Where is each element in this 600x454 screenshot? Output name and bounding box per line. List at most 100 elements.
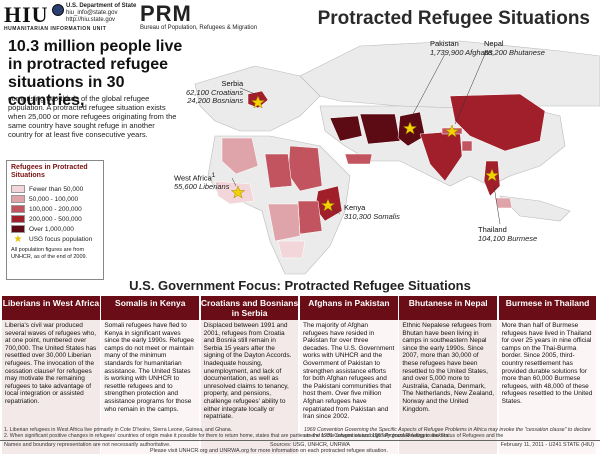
legend-rows: Fewer than 50,000 50,000 - 100,000 100,000… xyxy=(11,184,99,234)
legend-swatch xyxy=(11,195,25,203)
state-department-seal-icon xyxy=(52,4,64,16)
legend-usg-label: USG focus population xyxy=(29,235,93,243)
star-serbia-icon xyxy=(250,95,266,109)
focus-column-body: Ethnic Nepalese refugees from Bhutan hav… xyxy=(399,320,498,454)
label-west-africa-name-text: West Africa xyxy=(174,173,212,183)
sources: Sources: USG, UNHCR, UNRWA xyxy=(270,442,350,448)
label-serbia-name: Serbia xyxy=(221,79,244,88)
legend-row: 100,000 - 200,000 xyxy=(11,204,99,214)
footnotes: 1. Liberian refugees in West Africa live… xyxy=(4,427,596,439)
hiu-subtitle: HUMANITARIAN INFORMATION UNIT xyxy=(4,26,107,32)
star-nepal-icon xyxy=(444,124,460,138)
focus-title: U.S. Government Focus: Protracted Refuge… xyxy=(129,278,471,293)
legend-swatch xyxy=(11,215,25,223)
hiu-logo: HIU xyxy=(4,2,49,27)
prm-subtitle: Bureau of Population, Refugees & Migrati… xyxy=(140,25,258,31)
focus-column-body: Somali refugees have fled to Kenya in si… xyxy=(101,320,200,454)
iran-region xyxy=(359,113,401,145)
china-region xyxy=(449,93,546,152)
malaysia-region xyxy=(494,197,513,209)
focus-column-body: Liberia's civil war produced several wav… xyxy=(2,320,100,454)
label-nepal: Nepal 88,200 Bhutanese xyxy=(484,39,545,57)
legend-label: Over 1,000,000 xyxy=(29,225,74,233)
department-url[interactable]: http://hiu.state.gov xyxy=(66,17,116,23)
focus-column-heading: Somalis in Kenya xyxy=(101,296,200,320)
tanzania-region xyxy=(297,200,323,235)
legend-row: Fewer than 50,000 xyxy=(11,184,99,194)
focus-column-body: More than half of Burmese refugees have … xyxy=(498,320,597,454)
yemen-region xyxy=(344,153,373,165)
bottom-bar: Names and boundary representation are no… xyxy=(0,440,600,454)
legend-usg-row: ★ USG focus population xyxy=(11,233,99,245)
star-pakistan-icon xyxy=(402,121,418,135)
label-pakistan: Pakistan 1,739,900 Afghans xyxy=(430,39,493,57)
focus-column-body: The majority of Afghan refugees have res… xyxy=(299,320,398,454)
star-kenya-icon xyxy=(320,198,336,212)
label-serbia: Serbia 62,100 Croatians 24,200 Bosnians xyxy=(186,79,244,106)
legend-swatch xyxy=(11,185,25,193)
footnote-1: 1. Liberian refugees in West Africa live… xyxy=(4,427,233,433)
se-asia-islands xyxy=(499,195,571,222)
algeria-region xyxy=(221,137,259,175)
focus-column: Afghans in Pakistan The majority of Afgha… xyxy=(299,296,398,454)
label-kenya-name: Kenya xyxy=(344,203,366,212)
label-thailand: Thailand 104,100 Burmese xyxy=(478,225,538,243)
label-thailand-value: 104,100 Burmese xyxy=(478,233,538,243)
prm-logo: PRM xyxy=(140,1,192,26)
department-email[interactable]: hiu_info@state.gov xyxy=(66,10,118,16)
label-west-africa: West Africa1 55,600 Liberians xyxy=(174,172,229,192)
label-nepal-value: 88,200 Bhutanese xyxy=(484,47,545,57)
page-title: Protracted Refugee Situations xyxy=(317,8,590,29)
map-legend: Refugees in Protracted Situations Fewer … xyxy=(6,160,104,280)
world-map xyxy=(194,40,600,275)
thailand-region xyxy=(483,160,501,197)
star-thailand-icon xyxy=(484,168,500,182)
disclaimer: Names and boundary representation are no… xyxy=(4,442,171,448)
legend-row: 50,000 - 100,000 xyxy=(11,194,99,204)
map-area: 10.3 million people live in protracted r… xyxy=(0,36,600,280)
label-pakistan-value: 1,739,900 Afghans xyxy=(430,47,493,57)
visit-note: Please visit UNHCR.org and UNRWA.org for… xyxy=(150,448,388,454)
label-serbia-value1: 62,100 Croatians xyxy=(186,87,244,97)
legend-label: 50,000 - 100,000 xyxy=(29,195,79,203)
label-west-africa-name: West Africa1 xyxy=(174,172,229,183)
label-thailand-name: Thailand xyxy=(478,225,507,234)
legend-label: 200,000 - 500,000 xyxy=(29,215,82,223)
usg-star-icon: ★ xyxy=(13,233,23,245)
legend-row: 200,000 - 500,000 xyxy=(11,214,99,224)
star-west-africa-icon xyxy=(230,185,246,199)
description: comprising two-thirds of the global refu… xyxy=(8,94,177,139)
label-kenya-value: 310,300 Somalis xyxy=(344,211,400,221)
footnote-2: 2. When significant positive changes in … xyxy=(4,433,504,439)
focus-columns: Liberians in West Africa Liberia's civil … xyxy=(2,296,598,454)
legend-row: Over 1,000,000 xyxy=(11,224,99,234)
focus-column-heading: Bhutanese in Nepal xyxy=(399,296,498,320)
focus-column: Croatians and Bosnians in Serbia Displace… xyxy=(200,296,299,454)
headline: 10.3 million people live in protracted r… xyxy=(8,38,183,109)
label-west-africa-value: 55,600 Liberians xyxy=(174,182,230,191)
label-kenya: Kenya 310,300 Somalis xyxy=(344,203,400,221)
department-name: U.S. Department of State xyxy=(66,3,137,9)
focus-column-heading: Liberians in West Africa xyxy=(2,296,100,320)
focus-column-body: Displaced between 1991 and 2001, refugee… xyxy=(200,320,299,454)
legend-title: Refugees in Protracted Situations xyxy=(11,164,88,179)
legend-swatch xyxy=(11,205,25,213)
focus-column: Bhutanese in Nepal Ethnic Nepalese refuge… xyxy=(399,296,498,454)
label-pakistan-name: Pakistan xyxy=(430,39,459,48)
zambia-region xyxy=(277,240,306,259)
congo-region xyxy=(267,203,301,242)
bangladesh-region xyxy=(461,140,473,152)
legend-label: Fewer than 50,000 xyxy=(29,185,84,193)
label-serbia-value2: 24,200 Bosnians xyxy=(187,96,244,105)
department-info: U.S. Department of State hiu_info@state.… xyxy=(66,3,136,24)
footnote-2-continued: 1969 Convention Governing the Specific A… xyxy=(304,427,591,439)
russia-landmass xyxy=(299,40,600,109)
legend-label: 100,000 - 200,000 xyxy=(29,205,82,213)
label-west-africa-footnote-mark: 1 xyxy=(211,172,216,179)
date-code: February 11, 2011 - U241 STATE (HIU) xyxy=(500,442,594,448)
focus-column-heading: Croatians and Bosnians in Serbia xyxy=(200,296,299,320)
focus-column-heading: Afghans in Pakistan xyxy=(299,296,398,320)
legend-swatch xyxy=(11,225,25,233)
legend-note: All population figures are from UNHCR, a… xyxy=(11,247,88,260)
focus-column-heading: Burmese in Thailand xyxy=(498,296,597,320)
